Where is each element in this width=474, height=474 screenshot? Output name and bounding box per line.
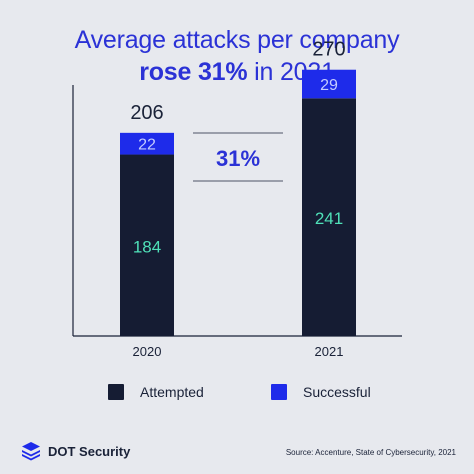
bar-attempted-2021	[302, 98, 356, 337]
legend-swatch-successful	[271, 384, 287, 400]
bar-successful-2020	[120, 132, 174, 155]
change-label: 31%	[216, 146, 260, 171]
bar-attempted-2020	[120, 154, 174, 336]
chart-title-line1: Average attacks per company	[74, 26, 400, 54]
total-label-2021: 270	[312, 39, 345, 61]
legend-swatch-attempted	[108, 384, 124, 400]
total-label-2020: 206	[130, 102, 163, 124]
data-label-attempted-2020: 184	[133, 237, 161, 256]
legend-label-successful: Successful	[303, 384, 371, 400]
bar-successful-2021	[302, 69, 356, 99]
data-label-attempted-2021: 241	[315, 209, 343, 228]
legend: Attempted Successful	[0, 384, 474, 408]
legend-item-successful: Successful	[271, 384, 371, 400]
data-label-successful-2021: 29	[320, 77, 338, 94]
legend-label-attempted: Attempted	[140, 384, 204, 400]
title-highlight: rose 31%	[139, 58, 248, 86]
data-label-successful-2020: 22	[138, 137, 156, 154]
brand-logo: DOT Security	[20, 440, 130, 462]
tick-label-2021: 2021	[315, 344, 344, 359]
stacked-layers-icon	[22, 442, 40, 461]
tick-label-2020: 2020	[133, 344, 162, 359]
brand-name: DOT Security	[48, 443, 131, 459]
legend-item-attempted: Attempted	[108, 384, 204, 400]
source-note: Source: Accenture, State of Cybersecurit…	[285, 448, 456, 457]
